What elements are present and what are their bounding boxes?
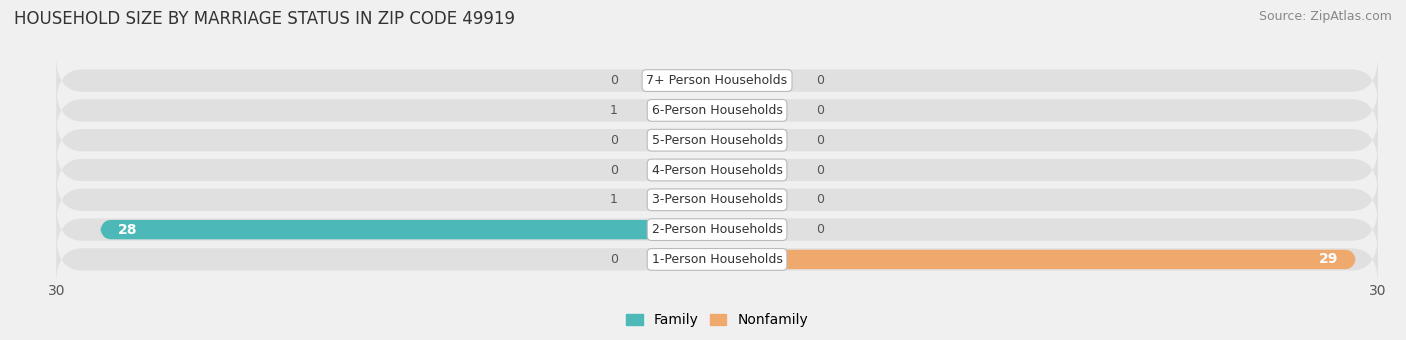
- Text: 0: 0: [815, 74, 824, 87]
- Text: 0: 0: [610, 164, 617, 176]
- FancyBboxPatch shape: [695, 190, 717, 209]
- Text: 5-Person Households: 5-Person Households: [651, 134, 783, 147]
- FancyBboxPatch shape: [717, 250, 1355, 269]
- FancyBboxPatch shape: [695, 101, 717, 120]
- Text: Source: ZipAtlas.com: Source: ZipAtlas.com: [1258, 10, 1392, 23]
- Text: 1: 1: [610, 193, 617, 206]
- Text: 6-Person Households: 6-Person Households: [651, 104, 783, 117]
- Text: 28: 28: [118, 223, 138, 237]
- Text: 3-Person Households: 3-Person Households: [651, 193, 783, 206]
- Text: 2-Person Households: 2-Person Households: [651, 223, 783, 236]
- Text: 0: 0: [815, 134, 824, 147]
- Legend: Family, Nonfamily: Family, Nonfamily: [620, 308, 814, 333]
- Text: 0: 0: [610, 253, 617, 266]
- Text: 0: 0: [815, 164, 824, 176]
- Text: 4-Person Households: 4-Person Households: [651, 164, 783, 176]
- Text: HOUSEHOLD SIZE BY MARRIAGE STATUS IN ZIP CODE 49919: HOUSEHOLD SIZE BY MARRIAGE STATUS IN ZIP…: [14, 10, 515, 28]
- Text: 0: 0: [610, 74, 617, 87]
- Text: 0: 0: [610, 134, 617, 147]
- Text: 0: 0: [815, 193, 824, 206]
- Text: 0: 0: [815, 223, 824, 236]
- Text: 7+ Person Households: 7+ Person Households: [647, 74, 787, 87]
- FancyBboxPatch shape: [56, 116, 1378, 165]
- FancyBboxPatch shape: [56, 175, 1378, 224]
- Text: 1: 1: [610, 104, 617, 117]
- Text: 0: 0: [815, 104, 824, 117]
- FancyBboxPatch shape: [56, 235, 1378, 284]
- Text: 29: 29: [1319, 252, 1339, 267]
- FancyBboxPatch shape: [56, 86, 1378, 135]
- FancyBboxPatch shape: [56, 146, 1378, 194]
- FancyBboxPatch shape: [56, 205, 1378, 254]
- Text: 1-Person Households: 1-Person Households: [651, 253, 783, 266]
- FancyBboxPatch shape: [100, 220, 717, 239]
- FancyBboxPatch shape: [56, 56, 1378, 105]
